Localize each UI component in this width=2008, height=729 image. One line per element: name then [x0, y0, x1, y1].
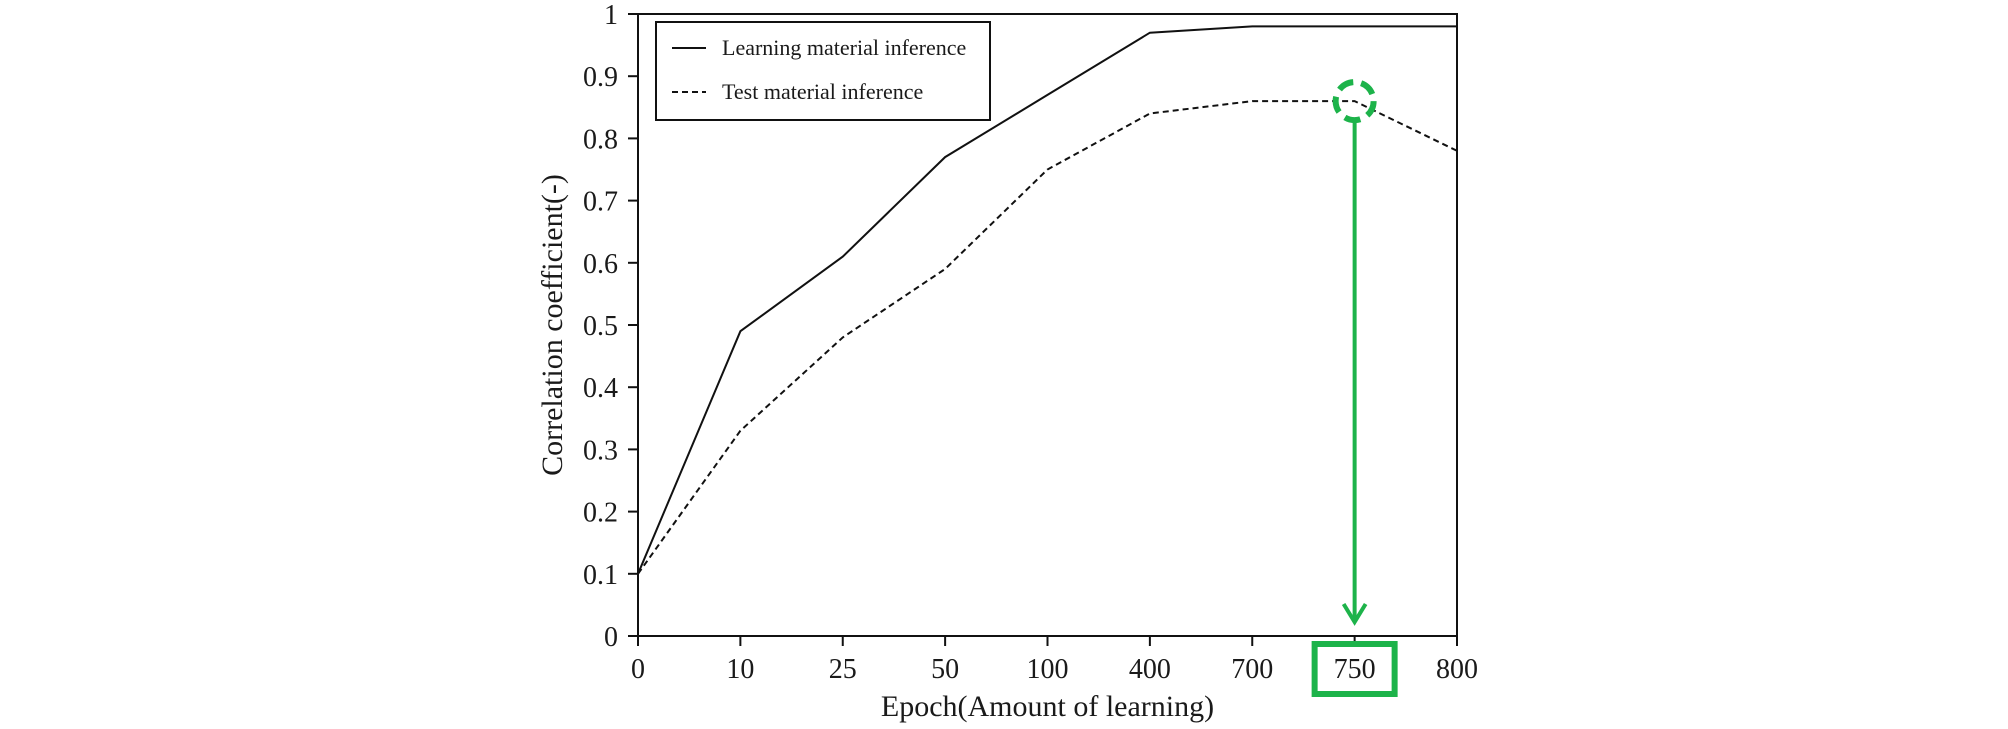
- y-tick-label: 0.1: [583, 560, 618, 591]
- y-tick-label: 0.2: [583, 498, 618, 529]
- x-tick-label: 50: [931, 654, 959, 685]
- highlight-circle: [1332, 79, 1377, 124]
- series-line-2: [637, 100, 1458, 575]
- y-tick-label: 0.9: [583, 62, 618, 93]
- legend-label: Test material inference: [722, 79, 923, 104]
- y-tick-label: 0.5: [583, 311, 618, 342]
- legend-box: [655, 21, 991, 121]
- x-tick-label: 400: [1129, 654, 1171, 685]
- y-tick-label: 1: [604, 0, 618, 31]
- x-tick-label: 750: [1334, 654, 1376, 685]
- legend: Learning material inference Test material…: [655, 21, 991, 121]
- y-tick-label: 0.3: [583, 435, 618, 466]
- highlight-arrowhead: [1341, 602, 1368, 626]
- x-tick-label: 0: [631, 654, 645, 685]
- series-line-1: [637, 25, 1457, 575]
- x-tick-label: 800: [1436, 654, 1478, 685]
- data-point: [944, 268, 947, 271]
- y-tick-label: 0.7: [583, 187, 618, 218]
- x-tick-label: 100: [1027, 654, 1069, 685]
- y-tick-label: 0.6: [583, 249, 618, 280]
- legend-label: Learning material inference: [722, 35, 966, 60]
- y-tick-label: 0.8: [583, 124, 618, 155]
- y-tick-label: 0.4: [583, 373, 618, 404]
- x-tick-label: 25: [829, 654, 857, 685]
- x-tick-label: 10: [726, 654, 754, 685]
- x-tick-label: 700: [1231, 654, 1273, 685]
- y-tick-label: 0: [604, 622, 618, 653]
- y-axis-title: Correlation coefficient(-): [536, 174, 569, 476]
- highlight-box: [1311, 641, 1398, 697]
- x-axis-title: Epoch(Amount of learning): [881, 690, 1214, 723]
